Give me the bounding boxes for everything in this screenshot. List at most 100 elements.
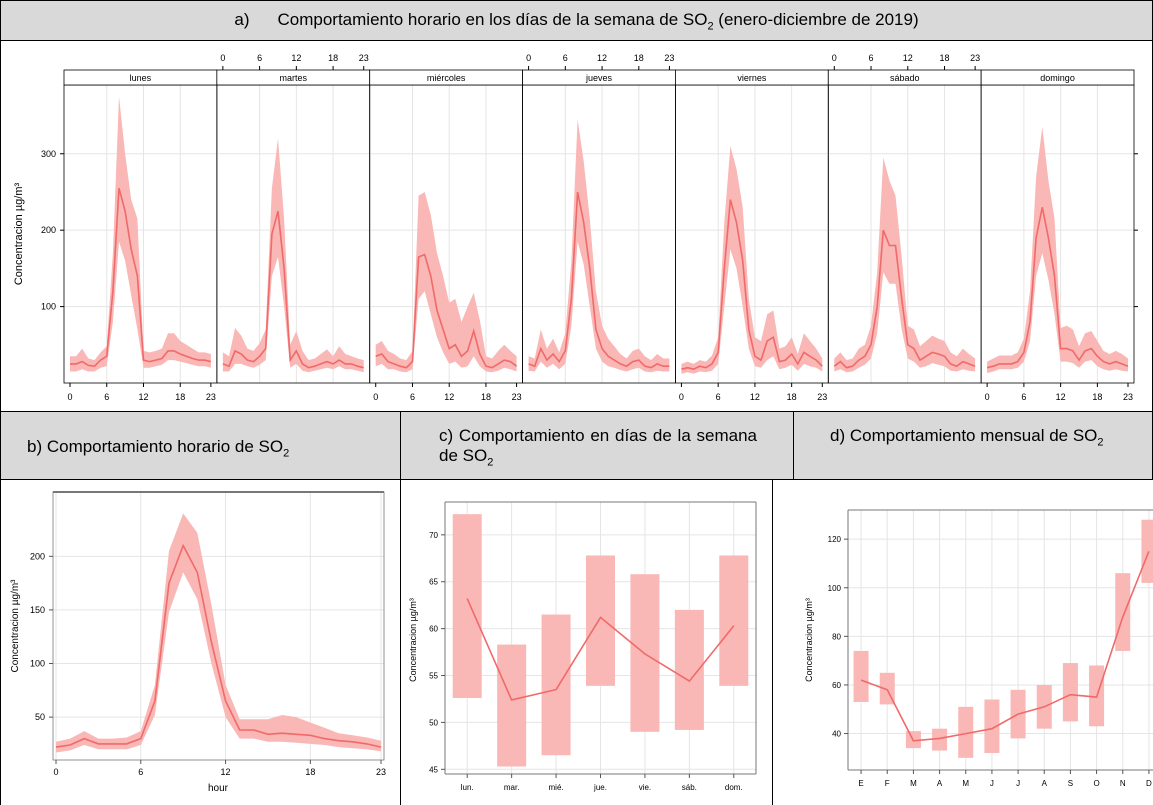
chart-d-monthly: 40 60 80 100 120 E F M A M J J A S O N D Concentracion µg… [804, 509, 1153, 788]
x-tick-label: jue. [593, 783, 607, 792]
y-axis-label: Concentracion µg/m³ [804, 598, 814, 682]
plot-box [52, 491, 385, 761]
strip-label-6: domingo [1040, 73, 1075, 83]
range-box-8 [1062, 663, 1078, 722]
band-3 [528, 119, 670, 373]
band-0 [70, 96, 211, 372]
y-tick-label: 60 [832, 681, 841, 690]
x-tick-label: 6 [1021, 392, 1026, 402]
x-tick-label: 18 [1092, 392, 1102, 402]
y-tick-label: 120 [828, 535, 842, 544]
x-tick-label: mié. [549, 783, 564, 792]
series-line-3 [528, 191, 670, 369]
strip-label-3: jueves [585, 73, 613, 83]
strip-6 [980, 69, 1135, 86]
x-tick-label: 23 [376, 767, 386, 777]
y-tick-label: 100 [828, 584, 842, 593]
series-line-2 [375, 253, 518, 369]
x-tick-label: 18 [481, 392, 491, 402]
x-tick-label: 0 [832, 53, 837, 63]
panel-a-title-tail: (enero-diciembre de 2019) [713, 10, 919, 29]
panel-d-title: d) Comportamiento mensual de SO [830, 426, 1098, 445]
y-axis-label: Concentracion µg/m³ [408, 598, 418, 682]
x-tick-label: 23 [1123, 392, 1133, 402]
x-tick-label: 12 [444, 392, 454, 402]
range-box-5 [674, 609, 704, 730]
x-tick-label: 23 [664, 53, 674, 63]
y-tick-label: 50 [35, 712, 45, 722]
x-tick-label: 18 [787, 392, 797, 402]
strip-label-4: viernes [737, 73, 767, 83]
x-tick-label: 6 [138, 767, 143, 777]
panel-b-title: b) Comportamiento horario de SO [27, 437, 284, 456]
x-tick-label: 6 [104, 392, 109, 402]
x-tick-label: 12 [221, 767, 231, 777]
strip-label-5: sábado [890, 73, 920, 83]
panel-c-title: c) Comportamiento en días de la semana d… [439, 426, 757, 465]
x-tick-label: 12 [750, 392, 760, 402]
band-5 [834, 157, 976, 373]
range-box-3 [932, 728, 948, 751]
series-line-4 [681, 199, 823, 371]
chart-a-weekly-hourly: Concentracion µg/m³ lunes 0 6 12 18 23 martes 0 6… [13, 53, 1138, 402]
x-tick-label: lun. [461, 783, 474, 792]
x-tick-label: 23 [512, 392, 522, 402]
series-line-5 [833, 229, 976, 369]
x-tick-label: A [937, 779, 943, 788]
band-6 [987, 127, 1128, 374]
x-tick-label: J [1016, 779, 1020, 788]
x-tick-label: A [1042, 779, 1048, 788]
x-tick-label: 12 [903, 53, 913, 63]
y-axis-label: Concentracion µg/m³ [10, 579, 21, 673]
x-tick-label: F [885, 779, 890, 788]
y-tick-label: 100 [41, 302, 56, 312]
x-tick-label: 12 [291, 53, 301, 63]
y-tick-label: 60 [429, 625, 438, 634]
panel-a-title: Comportamiento horario en los días de la… [277, 10, 708, 29]
series-line [860, 551, 1150, 742]
x-tick-label: 23 [206, 392, 216, 402]
y-tick-label: 100 [30, 659, 45, 669]
x-tick-label: 0 [679, 392, 684, 402]
x-tick-label: 6 [257, 53, 262, 63]
x-tick-label: 6 [716, 392, 721, 402]
range-box-0 [452, 514, 482, 699]
series-line-6 [986, 207, 1129, 369]
strip-label-1: martes [280, 73, 308, 83]
x-tick-label: 18 [328, 53, 338, 63]
panel-a-subscript: 2 [707, 20, 714, 33]
x-tick-label: 12 [597, 53, 607, 63]
x-tick-label: 0 [526, 53, 531, 63]
series-line-0 [70, 187, 212, 368]
panel-c-header: c) Comportamiento en días de la semana d… [400, 411, 794, 480]
x-tick-label: J [990, 779, 994, 788]
panel-c-frame [400, 479, 773, 805]
x-tick-label: N [1120, 779, 1126, 788]
panel-d-header: d) Comportamiento mensual de SO2 [793, 411, 1153, 480]
y-tick-label: 40 [832, 730, 841, 739]
chart-b-hourly: 50 100 150 200 0 6 12 18 23 hour Concentracion µg/… [10, 491, 386, 794]
range-box-10 [1115, 573, 1131, 651]
strip-label-2: miércoles [427, 73, 466, 83]
band-1 [222, 138, 364, 373]
range-box-5 [984, 699, 1000, 753]
range-box-3 [586, 555, 615, 686]
x-tick-label: mar. [504, 783, 520, 792]
panel-a-letter: a) [234, 10, 250, 29]
band-4 [681, 146, 823, 374]
x-tick-label: O [1093, 779, 1099, 788]
x-tick-label: 0 [220, 53, 225, 63]
x-tick-label: 18 [305, 767, 315, 777]
y-tick-label: 55 [429, 672, 438, 681]
y-tick-label: 150 [30, 605, 45, 615]
y-tick-label: 50 [429, 718, 438, 727]
x-tick-label: 6 [410, 392, 415, 402]
range-box-2 [541, 614, 571, 756]
series-line [466, 598, 735, 701]
x-tick-label: 23 [359, 53, 369, 63]
series-line-1 [222, 210, 364, 369]
x-tick-label: 0 [67, 392, 72, 402]
panel-b-subscript: 2 [283, 447, 290, 460]
x-tick-label: 23 [970, 53, 980, 63]
x-tick-label: 18 [634, 53, 644, 63]
